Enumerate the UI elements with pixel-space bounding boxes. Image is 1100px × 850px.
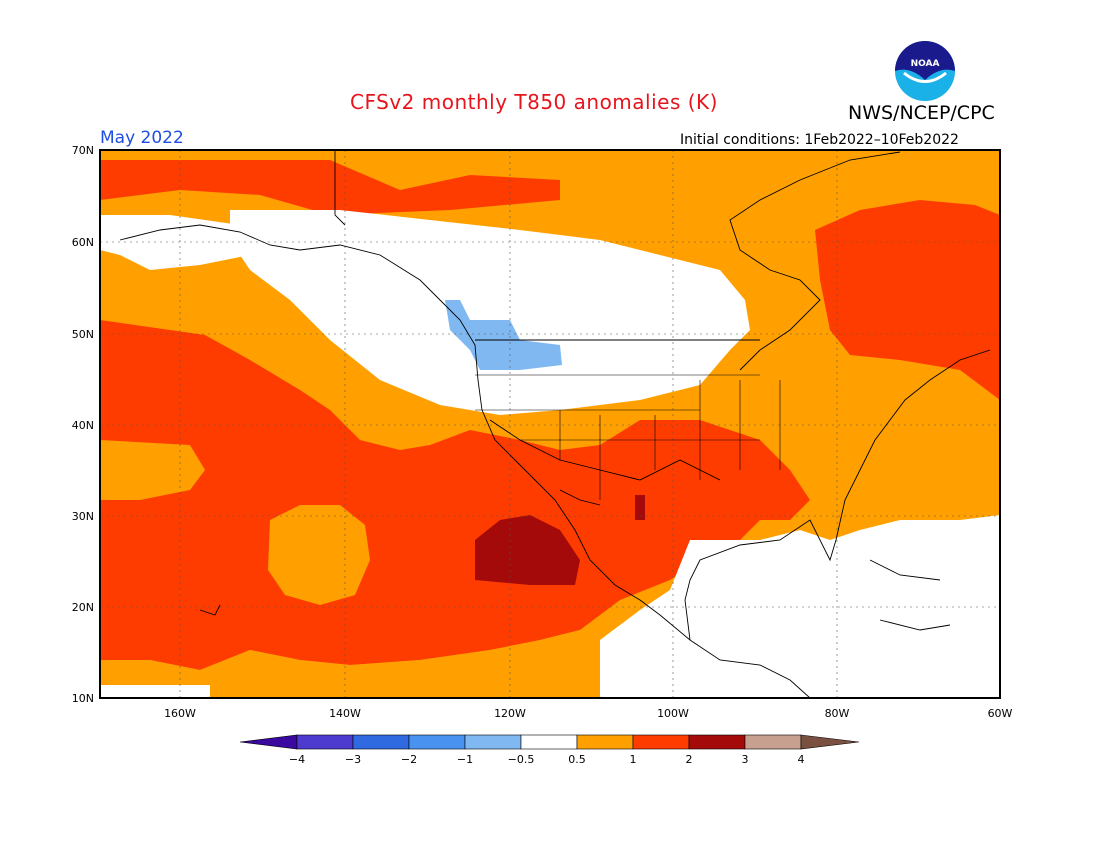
legend-swatch (688, 734, 746, 750)
legend-swatch (239, 734, 298, 750)
legend-label: 4 (798, 753, 805, 766)
legend-swatch (744, 734, 802, 750)
lat-label: 50N (72, 328, 94, 341)
lon-label: 100W (657, 707, 689, 720)
lat-label: 10N (72, 692, 94, 705)
agency-label: NWS/NCEP/CPC (848, 102, 995, 124)
legend-swatch (296, 734, 354, 750)
lat-label: 40N (72, 419, 94, 432)
legend-label: 3 (742, 753, 749, 766)
legend-swatch (520, 734, 578, 750)
legend-label: −3 (345, 753, 361, 766)
state-borders (475, 374, 781, 500)
lon-label: 140W (329, 707, 361, 720)
lat-axis: 70N 60N 50N 40N 30N 20N 10N (72, 144, 94, 705)
legend-swatch (576, 734, 634, 750)
legend-swatch (632, 734, 690, 750)
lat-label: 30N (72, 510, 94, 523)
noaa-logo-text: NOAA (911, 59, 940, 69)
anomaly-field (100, 150, 1000, 698)
initial-conditions: Initial conditions: 1Feb2022–10Feb2022 (680, 132, 959, 148)
noaa-logo-icon: NOAA (895, 41, 955, 101)
legend-label: −4 (289, 753, 305, 766)
legend-label: −2 (401, 753, 417, 766)
lon-label: 60W (988, 707, 1013, 720)
color-legend: −4 −3 −2 −1 −0.5 0.5 1 2 3 4 (239, 734, 860, 766)
legend-label: 1 (630, 753, 637, 766)
lat-label: 20N (72, 601, 94, 614)
lat-label: 70N (72, 144, 94, 157)
legend-label: −1 (457, 753, 473, 766)
lat-lon-grid (100, 150, 1000, 698)
legend-swatch (800, 734, 860, 750)
legend-label: 0.5 (568, 753, 586, 766)
lon-label: 160W (164, 707, 196, 720)
legend-swatch (464, 734, 522, 750)
legend-swatch (352, 734, 410, 750)
chart-title: CFSv2 monthly T850 anomalies (K) (350, 90, 718, 114)
lat-label: 60N (72, 236, 94, 249)
legend-swatch (408, 734, 466, 750)
coastlines (119, 150, 991, 698)
legend-label: 2 (686, 753, 693, 766)
lon-label: 120W (494, 707, 526, 720)
lon-label: 80W (825, 707, 850, 720)
map-frame (99, 149, 1001, 699)
lon-axis: 160W 140W 120W 100W 80W 60W (164, 707, 1012, 720)
legend-label: −0.5 (508, 753, 535, 766)
forecast-period: May 2022 (100, 128, 184, 148)
